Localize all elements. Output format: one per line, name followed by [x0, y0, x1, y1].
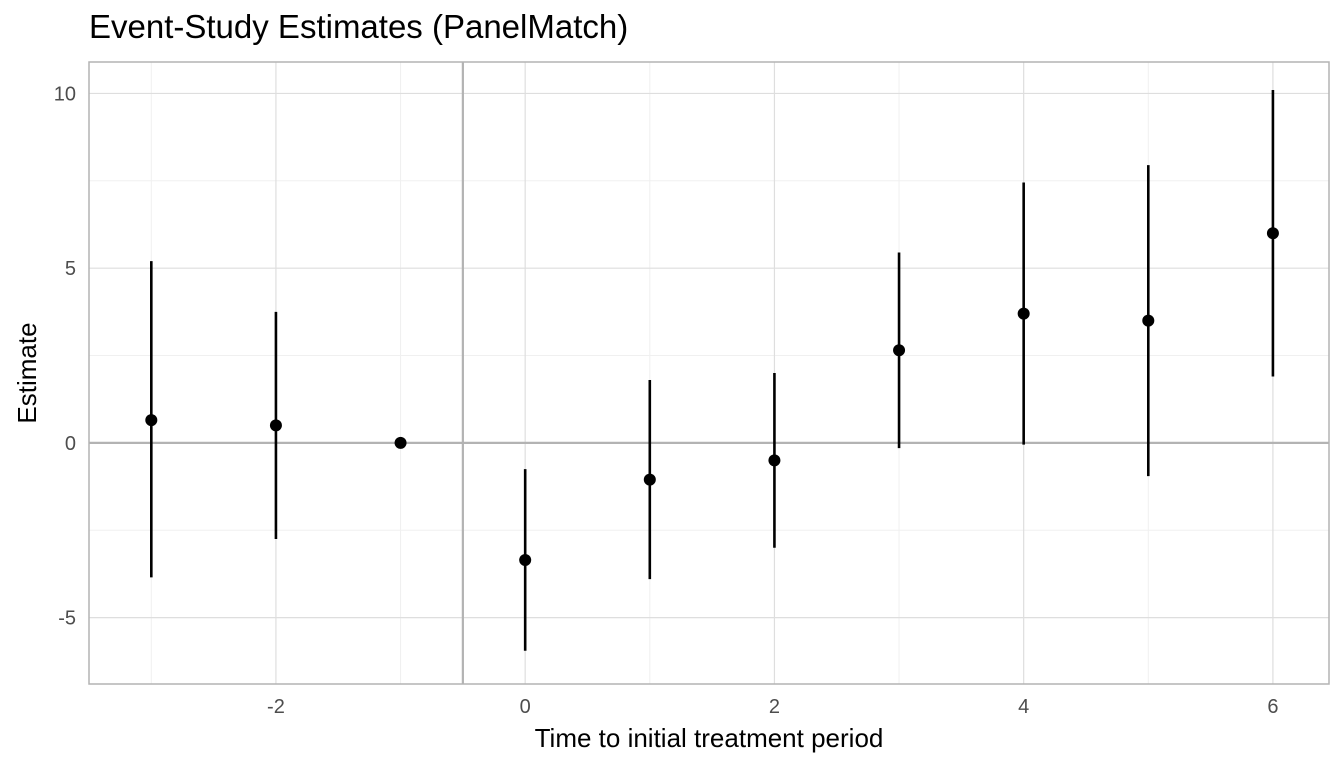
- chart-title: Event-Study Estimates (PanelMatch): [89, 8, 629, 45]
- point-estimate: [643, 473, 656, 486]
- point-estimate: [394, 436, 407, 449]
- panel-border: [88, 61, 1330, 685]
- y-tick-label: 0: [65, 433, 76, 455]
- x-axis-title: Time to initial treatment period: [535, 723, 884, 753]
- point-estimate: [893, 344, 906, 357]
- point-estimate: [145, 414, 158, 427]
- y-tick-label: 10: [54, 83, 76, 105]
- x-tick-label: -2: [267, 696, 285, 718]
- reference-lines: [89, 62, 1329, 684]
- y-axis-title: Estimate: [12, 322, 42, 423]
- point-estimate: [768, 454, 781, 467]
- y-tick-label: -5: [58, 608, 76, 630]
- y-tick-label: 5: [65, 258, 76, 280]
- x-axis-ticks: -2 0 2 4 6: [267, 696, 1278, 718]
- point-estimate: [269, 419, 282, 432]
- point-estimates: [145, 227, 1279, 566]
- minor-gridlines: [89, 62, 1329, 684]
- error-bars: [150, 89, 1275, 651]
- x-tick-label: 4: [1018, 696, 1029, 718]
- x-tick-label: 6: [1267, 696, 1278, 718]
- point-estimate: [519, 553, 532, 566]
- x-tick-label: 0: [520, 696, 531, 718]
- point-estimate: [1142, 314, 1155, 327]
- point-estimate: [1017, 307, 1030, 320]
- y-axis-ticks: -5 0 5 10: [54, 83, 76, 629]
- x-tick-label: 2: [769, 696, 780, 718]
- point-estimate: [1266, 227, 1279, 240]
